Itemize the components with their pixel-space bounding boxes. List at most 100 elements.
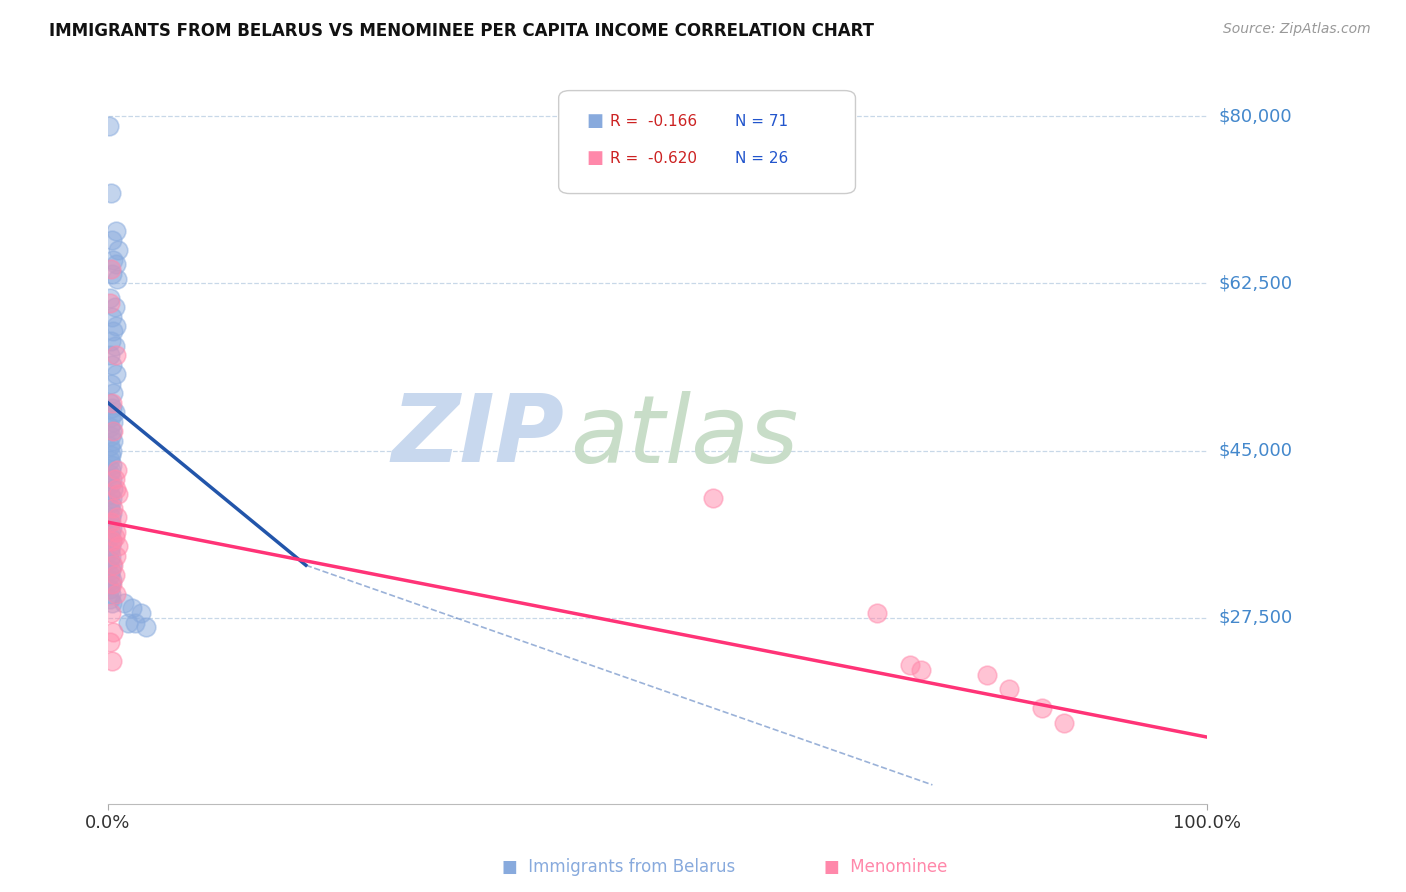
Point bbox=[101, 506, 124, 520]
Text: N = 71: N = 71 bbox=[734, 114, 787, 129]
Text: N = 26: N = 26 bbox=[734, 151, 787, 166]
FancyBboxPatch shape bbox=[558, 91, 855, 194]
Point bbox=[100, 477, 122, 491]
Point bbox=[100, 262, 122, 277]
Point bbox=[101, 458, 124, 472]
Point bbox=[98, 348, 121, 362]
Point bbox=[107, 486, 129, 500]
Text: IMMIGRANTS FROM BELARUS VS MENOMINEE PER CAPITA INCOME CORRELATION CHART: IMMIGRANTS FROM BELARUS VS MENOMINEE PER… bbox=[49, 22, 875, 40]
Point bbox=[98, 634, 121, 648]
Point bbox=[900, 658, 922, 673]
Point bbox=[101, 577, 124, 591]
Point bbox=[105, 510, 128, 524]
Point bbox=[104, 587, 127, 601]
Point bbox=[101, 267, 124, 281]
Text: R =  -0.166: R = -0.166 bbox=[610, 114, 697, 129]
Point bbox=[98, 553, 121, 567]
Point bbox=[107, 243, 129, 257]
Point bbox=[100, 429, 122, 443]
Point bbox=[103, 482, 125, 496]
Text: ■  Immigrants from Belarus: ■ Immigrants from Belarus bbox=[502, 858, 735, 876]
Point bbox=[100, 539, 122, 553]
Point bbox=[100, 577, 122, 591]
Point bbox=[103, 625, 125, 640]
Text: ■: ■ bbox=[586, 149, 603, 167]
Point bbox=[98, 486, 121, 500]
Point bbox=[100, 334, 122, 348]
Text: $27,500: $27,500 bbox=[1219, 608, 1292, 627]
Point bbox=[103, 338, 125, 352]
Point bbox=[104, 348, 127, 362]
Point bbox=[100, 549, 122, 563]
Point bbox=[103, 530, 125, 544]
Point bbox=[101, 396, 124, 410]
Point bbox=[101, 534, 124, 549]
Point bbox=[101, 654, 124, 668]
Point bbox=[100, 606, 122, 620]
Text: R =  -0.620: R = -0.620 bbox=[610, 151, 697, 166]
Point bbox=[1053, 715, 1076, 730]
Text: Source: ZipAtlas.com: Source: ZipAtlas.com bbox=[1223, 22, 1371, 37]
Point bbox=[702, 491, 724, 506]
Point bbox=[100, 496, 122, 510]
Point bbox=[104, 257, 127, 271]
Text: ■  Menominee: ■ Menominee bbox=[824, 858, 948, 876]
Point bbox=[100, 410, 122, 425]
Point bbox=[98, 515, 121, 529]
Point bbox=[100, 376, 122, 391]
Point bbox=[101, 534, 124, 549]
Point bbox=[103, 472, 125, 486]
Point bbox=[103, 500, 125, 515]
Point bbox=[103, 252, 125, 267]
Point bbox=[910, 663, 932, 677]
Point bbox=[103, 405, 125, 419]
Point bbox=[98, 530, 121, 544]
Point bbox=[124, 615, 146, 630]
Point bbox=[98, 500, 121, 515]
Point bbox=[98, 295, 121, 310]
Point bbox=[103, 434, 125, 448]
Point bbox=[976, 668, 998, 682]
Point bbox=[100, 186, 122, 200]
Point bbox=[101, 310, 124, 324]
Point bbox=[98, 291, 121, 305]
Point bbox=[101, 234, 124, 248]
Point bbox=[105, 463, 128, 477]
Point bbox=[104, 482, 127, 496]
Point bbox=[117, 615, 139, 630]
Point bbox=[101, 443, 124, 458]
Point bbox=[101, 573, 124, 587]
Point bbox=[100, 587, 122, 601]
Point bbox=[114, 596, 136, 610]
Point bbox=[98, 419, 121, 434]
Point bbox=[98, 453, 121, 467]
Point bbox=[103, 415, 125, 429]
Point bbox=[121, 601, 143, 615]
Text: $80,000: $80,000 bbox=[1219, 107, 1292, 125]
Point bbox=[101, 425, 124, 439]
Text: $62,500: $62,500 bbox=[1219, 275, 1292, 293]
Point bbox=[101, 520, 124, 534]
Point bbox=[100, 563, 122, 577]
Point bbox=[104, 319, 127, 334]
Point bbox=[100, 524, 122, 539]
Point bbox=[98, 467, 121, 482]
Point bbox=[100, 463, 122, 477]
Point bbox=[101, 358, 124, 372]
Point bbox=[100, 515, 122, 529]
Point bbox=[104, 224, 127, 238]
Point bbox=[135, 620, 157, 634]
Point bbox=[129, 606, 152, 620]
Point bbox=[101, 596, 124, 610]
Point bbox=[101, 401, 124, 415]
Point bbox=[98, 396, 121, 410]
Point bbox=[104, 367, 127, 381]
Point bbox=[98, 591, 121, 606]
Point bbox=[101, 558, 124, 573]
Point bbox=[98, 119, 121, 133]
Point bbox=[1031, 701, 1053, 715]
Point bbox=[98, 544, 121, 558]
Point bbox=[103, 386, 125, 401]
Point bbox=[100, 448, 122, 462]
Text: ZIP: ZIP bbox=[391, 391, 564, 483]
